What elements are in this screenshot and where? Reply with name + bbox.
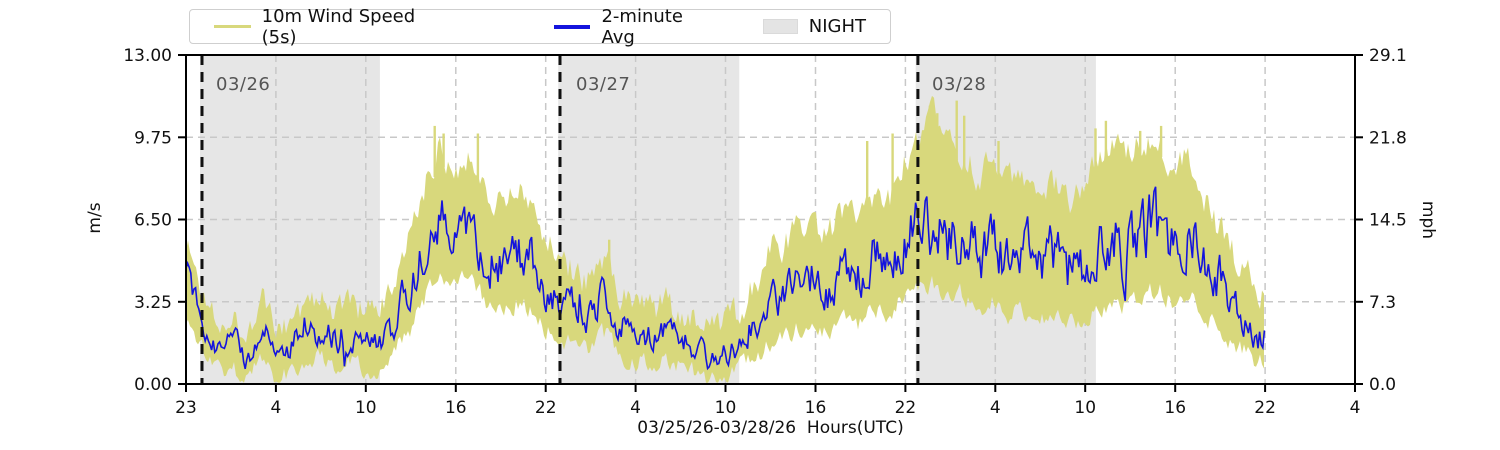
x-tick-label: 4 [630, 398, 641, 418]
legend-label-wind-5s: 10m Wind Speed (5s) [261, 5, 416, 48]
legend-label-2min-avg: 2-minute Avg [601, 5, 683, 48]
y-tick-label-ms: 6.50 [134, 211, 172, 231]
legend-label-night: NIGHT [808, 16, 866, 37]
x-tick-label: 22 [535, 398, 557, 418]
y-tick-label-ms: 3.25 [134, 293, 172, 313]
x-tick-label: 4 [1350, 398, 1361, 418]
night-patch-swatch-icon [762, 19, 798, 34]
x-tick-label: 10 [355, 398, 377, 418]
y-tick-label-mph: 29.1 [1369, 46, 1407, 66]
legend-item-night: NIGHT [762, 16, 866, 37]
x-tick-label: 16 [445, 398, 467, 418]
wind-5s-envelope [186, 95, 1264, 383]
y-tick-label-ms: 13.00 [123, 46, 172, 66]
y-axis-label-mph: mph [1418, 200, 1438, 240]
y-tick-label-mph: 0.0 [1369, 375, 1396, 395]
y-axis-label-ms: m/s [85, 202, 105, 234]
axis-ticks: 13.00 29.1 9.75 21.8 6.50 14.5 3.25 7.3 0.00 0.0 2… [123, 46, 1407, 418]
date-annotation-03-26: 03/26 [216, 74, 271, 95]
x-tick-label: 4 [270, 398, 281, 418]
y-tick-label-mph: 14.5 [1369, 211, 1407, 231]
x-tick-label: 22 [1254, 398, 1276, 418]
day-marker-lines [200, 55, 920, 384]
legend-item-2min-avg: 2-minute Avg [553, 5, 721, 48]
x-tick-label: 23 [175, 398, 197, 418]
avg-2min-series [185, 186, 1266, 371]
chart-legend: 10m Wind Speed (5s) 2-minute Avg NIGHT [189, 6, 891, 48]
wind-5s-series [186, 95, 1264, 383]
avg-2min-line [185, 186, 1266, 371]
x-tick-label: 10 [715, 398, 737, 418]
legend-item-wind-5s: 10m Wind Speed (5s) [214, 6, 454, 48]
y-tick-label-mph: 7.3 [1369, 293, 1396, 313]
avg-2min-line-swatch-icon [553, 24, 591, 29]
x-tick-label: 10 [1074, 398, 1096, 418]
x-tick-label: 16 [1164, 398, 1186, 418]
wind-5s-line-swatch-icon [214, 25, 251, 28]
y-tick-label-mph: 21.8 [1369, 128, 1407, 148]
x-tick-label: 16 [805, 398, 827, 418]
x-tick-label: 4 [990, 398, 1001, 418]
date-annotation-03-28: 03/28 [932, 74, 987, 95]
y-tick-label-ms: 0.00 [134, 375, 172, 395]
y-tick-label-ms: 9.75 [134, 128, 172, 148]
x-axis-label: 03/25/26-03/28/26 Hours(UTC) [637, 418, 904, 438]
x-tick-label: 22 [895, 398, 917, 418]
date-annotation-03-27: 03/27 [576, 74, 631, 95]
